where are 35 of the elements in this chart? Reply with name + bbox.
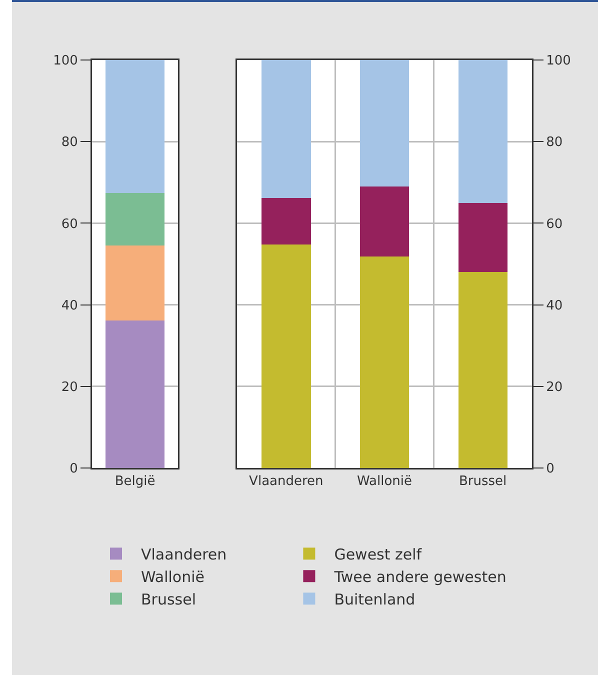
y-tick-label: 0 [70,462,78,477]
y-tick-label: 80 [546,135,563,150]
y-tick-label: 100 [53,54,78,69]
x-tick-label: Brussel [458,474,507,490]
legend-label: Buitenland [334,590,416,608]
y-tick-label: 60 [546,216,563,232]
y-tick-label: 20 [546,380,563,395]
x-tick-label: Vlaanderen [249,474,324,490]
x-tick-label: België [114,474,156,490]
bar [458,203,508,272]
bar [360,60,410,186]
bar [360,186,410,256]
x-tick-label: Wallonië [356,474,412,490]
bar [262,60,311,198]
bar [105,320,165,468]
y-tick-label: 60 [61,216,78,232]
bar [360,256,410,468]
y-tick-label: 40 [546,298,563,314]
bar [105,246,165,321]
y-tick-label: 100 [546,54,571,69]
legend-label: Vlaanderen [141,545,227,564]
legend-label: Brussel [141,590,196,608]
bar [262,198,311,244]
bar [458,272,508,468]
y-tick-label: 0 [546,462,554,477]
legend-label: Wallonië [141,568,204,586]
bar [262,244,311,468]
bar [105,193,165,246]
legend-label: Gewest zelf [334,545,422,564]
y-tick-label: 80 [61,135,78,150]
legend-label: Twee andere gewesten [333,568,506,586]
bar [105,60,165,194]
bar [458,60,508,204]
y-tick-label: 40 [61,298,78,314]
y-tick-label: 20 [61,380,78,395]
